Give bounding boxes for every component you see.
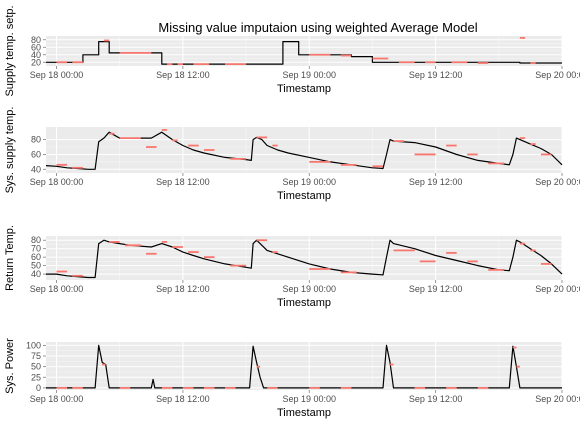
y-tick-label: 25	[31, 372, 41, 382]
x-tick-label: Sep 19 12:00	[409, 70, 463, 80]
x-axis-label: Timestamp	[277, 83, 331, 95]
x-tick-label: Sep 19 00:00	[282, 177, 336, 187]
y-tick-label: 50	[31, 261, 41, 271]
y-tick-label: 60	[31, 42, 41, 52]
y-tick-label: 40	[31, 50, 41, 60]
x-tick-label: Sep 19 12:00	[409, 284, 463, 294]
y-tick-label: 0	[36, 383, 41, 393]
x-axis-label: Timestamp	[277, 297, 331, 309]
y-tick-label: 75	[31, 351, 41, 361]
observed-series-line	[46, 41, 562, 65]
y-tick-label: 80	[31, 135, 41, 145]
y-tick-label: 60	[31, 252, 41, 262]
panel-2: Sep 18 00:00 Sep 18 12:00 Sep 19 00:00 Sep …	[4, 107, 580, 202]
x-tick-label: Sep 20 00:00	[535, 70, 580, 80]
panel-3: Sep 18 00:00 Sep 18 12:00 Sep 19 00:00 Sep …	[4, 225, 580, 309]
x-tick-label: Sep 18 12:00	[156, 394, 210, 404]
x-tick-label: Sep 18 00:00	[30, 394, 84, 404]
panel-1: Sep 18 00:00 Sep 18 12:00 Sep 19 00:00 Sep …	[4, 5, 580, 96]
y-axis-label: Sys. supply temp.	[4, 107, 16, 194]
y-tick-label: 100	[26, 340, 41, 350]
y-tick-label: 20	[31, 57, 41, 67]
panel-background	[46, 127, 562, 173]
x-tick-label: Sep 18 12:00	[156, 284, 210, 294]
x-tick-label: Sep 18 12:00	[156, 177, 210, 187]
x-tick-label: Sep 18 12:00	[156, 70, 210, 80]
x-tick-label: Sep 19 12:00	[409, 177, 463, 187]
y-axis-label: Sys. Power	[4, 338, 16, 394]
y-tick-label: 40	[31, 269, 41, 279]
x-axis-label: Timestamp	[277, 407, 331, 419]
y-tick-label: 70	[31, 244, 41, 254]
x-axis-label: Timestamp	[277, 190, 331, 202]
y-axis-label: Supply temp. setp.	[4, 5, 16, 96]
x-tick-label: Sep 20 00:00	[535, 284, 580, 294]
x-tick-label: Sep 18 00:00	[30, 177, 84, 187]
panel-background	[46, 236, 562, 280]
y-axis-label: Return Temp.	[4, 225, 16, 291]
x-tick-label: Sep 18 00:00	[30, 70, 84, 80]
x-tick-label: Sep 18 00:00	[30, 284, 84, 294]
x-tick-label: Sep 19 00:00	[282, 394, 336, 404]
y-tick-label: 50	[31, 362, 41, 372]
y-tick-label: 60	[31, 149, 41, 159]
y-tick-label: 80	[31, 35, 41, 45]
y-tick-label: 80	[31, 235, 41, 245]
panel-4: Sep 18 00:00 Sep 18 12:00 Sep 19 00:00 Sep …	[4, 338, 580, 419]
x-tick-label: Sep 20 00:00	[535, 177, 580, 187]
panel-background	[46, 342, 562, 390]
y-tick-label: 40	[31, 164, 41, 174]
x-tick-label: Sep 19 12:00	[409, 394, 463, 404]
x-tick-label: Sep 19 00:00	[282, 284, 336, 294]
chart-title: Missing value imputaion using weighted A…	[158, 20, 477, 35]
x-tick-label: Sep 20 00:00	[535, 394, 580, 404]
x-tick-label: Sep 19 00:00	[282, 70, 336, 80]
